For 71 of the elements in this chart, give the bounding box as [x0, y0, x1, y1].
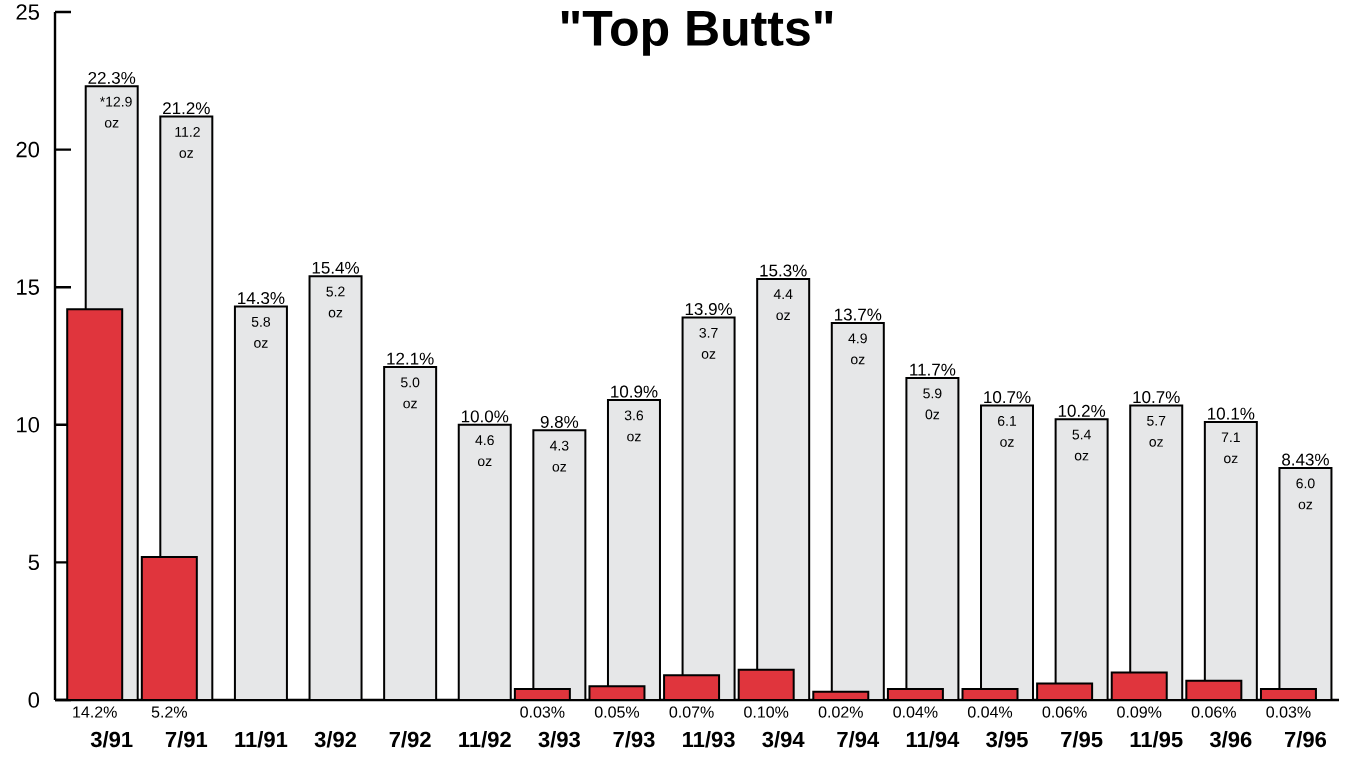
x-tick-label: 3/95: [986, 731, 1028, 748]
text: 0.09%: [1117, 706, 1162, 718]
y-tick-label: 25: [16, 4, 39, 20]
text: 0.07%: [669, 706, 714, 718]
text: 0.04%: [893, 706, 938, 718]
x-tick-label: 7/93: [613, 731, 655, 748]
data-label: 5.2%: [151, 706, 187, 718]
x-tick-label: 11/91: [235, 731, 288, 748]
annotation: 3.6 oz: [624, 410, 644, 442]
text: 0.06%: [1042, 706, 1087, 718]
annotation: 5.9 0z: [923, 388, 942, 420]
x-tick-label: 3/91: [90, 731, 133, 748]
annotation: 11.2 oz: [175, 126, 200, 158]
x-tick-label: 7/91: [165, 731, 208, 748]
x-tick-label: 7/94: [837, 731, 880, 748]
annotation: *12.9 oz: [99, 96, 132, 128]
x-tick-label: 3/94: [762, 731, 805, 748]
text: 0.04%: [967, 706, 1013, 718]
data-label: 10.7%: [984, 391, 1031, 404]
annotation: 6.0 oz: [1296, 478, 1315, 510]
x-tick-label: 3/92: [314, 731, 357, 748]
text: 0.02%: [818, 706, 863, 718]
x-tick-label: 11/93: [683, 731, 735, 748]
y-tick-label: 10: [17, 417, 40, 433]
data-label: 10.1%: [1208, 407, 1255, 420]
x-tick-label: 7/95: [1061, 731, 1103, 748]
annotation: 7.1 oz: [1221, 432, 1240, 464]
annotation: 5.0 oz: [400, 377, 420, 409]
data-label: 12.1%: [387, 352, 434, 365]
data-label: 9.8%: [540, 415, 579, 428]
data-label: 13.7%: [834, 308, 882, 321]
y-tick-label: 20: [16, 141, 40, 158]
x-tick-label: 3/96: [1209, 731, 1252, 748]
data-label: 10.7%: [1133, 391, 1180, 404]
annotation: 5.2 oz: [326, 286, 345, 318]
annotation: 4.6 oz: [475, 435, 494, 467]
data-label: 11.7%: [910, 363, 956, 376]
annotation: 3.7 oz: [699, 327, 718, 359]
data-label: 8.43%: [1282, 453, 1329, 466]
text: 0.03%: [520, 706, 565, 718]
text: 0.03%: [1266, 706, 1311, 718]
text: 0.06%: [1191, 706, 1236, 718]
annotation: 4.4 oz: [773, 289, 793, 321]
data-label: 15.3%: [760, 264, 807, 277]
data-label: 13.9%: [685, 303, 733, 316]
data-label: 14.2%: [73, 706, 117, 718]
annotation: 6.1 oz: [998, 415, 1017, 447]
data-label: 15.4%: [312, 261, 360, 274]
y-tick-label: 5: [28, 554, 39, 571]
text: 0.10%: [744, 706, 789, 718]
chart-title: "Top Butts": [561, 11, 833, 56]
data-label: 10.9%: [611, 385, 658, 398]
data-label: 22.3%: [88, 71, 136, 84]
data-label: 10.0%: [461, 410, 509, 423]
y-tick-label: 15: [17, 279, 39, 295]
x-tick-label: 11/95: [1130, 731, 1183, 748]
annotation: 5.7 oz: [1147, 415, 1166, 447]
annotation: 5.8 oz: [251, 316, 271, 348]
annotation: 5.4 oz: [1072, 429, 1091, 461]
data-label: 10.2%: [1058, 404, 1106, 417]
x-tick-label: 11/94: [906, 731, 960, 748]
annotation: 4.3 oz: [549, 440, 569, 472]
x-tick-label: 3/93: [538, 731, 580, 748]
x-tick-label: 7/96: [1284, 731, 1327, 748]
data-label: 14.3%: [238, 292, 285, 305]
text: 0.05%: [594, 706, 640, 718]
annotation: 4.9 oz: [848, 333, 867, 365]
x-tick-label: 7/92: [389, 731, 431, 748]
x-tick-label: 11/92: [459, 731, 511, 748]
y-tick-label: 0: [28, 692, 40, 708]
data-label: 21.2%: [163, 102, 210, 115]
